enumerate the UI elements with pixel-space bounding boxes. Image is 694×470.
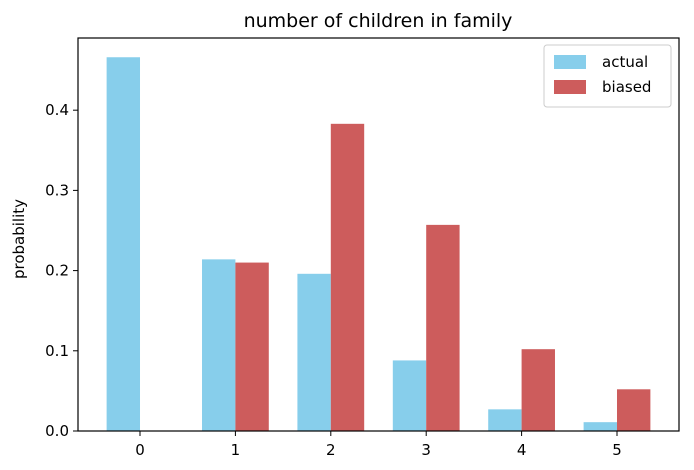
x-ticks-group: 0 1 2 3 4 5	[135, 431, 622, 459]
y-tick-label: 0.4	[45, 101, 69, 119]
y-tick-label: 0.2	[45, 262, 69, 280]
x-tick-label: 4	[517, 441, 527, 459]
y-tick-label: 0.0	[45, 422, 69, 440]
y-axis-label: probability	[10, 199, 28, 279]
x-tick-label: 3	[421, 441, 431, 459]
legend-swatch-actual	[554, 55, 586, 69]
x-tick-label: 2	[326, 441, 336, 459]
legend-label-biased: biased	[602, 78, 651, 96]
x-tick-label: 5	[612, 441, 622, 459]
legend-label-actual: actual	[602, 53, 648, 71]
legend: actual biased	[543, 44, 672, 108]
bar-biased-3	[426, 224, 460, 431]
plot-frame	[77, 37, 680, 432]
bar-biased-1	[235, 262, 269, 431]
bar-actual-1	[202, 259, 236, 431]
x-tick-label: 0	[135, 441, 145, 459]
y-ticks-group: 0.0 0.1 0.2 0.3 0.4	[45, 101, 78, 440]
bar-biased-2	[330, 123, 365, 432]
bar-actual-0	[106, 57, 141, 432]
bar-actual-3	[392, 360, 427, 431]
chart-title: number of children in family	[244, 10, 513, 32]
bar-actual-5	[583, 422, 617, 431]
bar-actual-2	[297, 273, 331, 431]
y-tick-label: 0.1	[45, 342, 69, 360]
bar-actual-4	[488, 409, 522, 431]
bar-biased-5	[616, 389, 651, 431]
y-tick-label: 0.3	[45, 181, 69, 199]
bars-group	[106, 57, 651, 432]
bar-biased-4	[521, 349, 555, 431]
legend-swatch-biased	[554, 80, 586, 94]
x-tick-label: 1	[231, 441, 241, 459]
